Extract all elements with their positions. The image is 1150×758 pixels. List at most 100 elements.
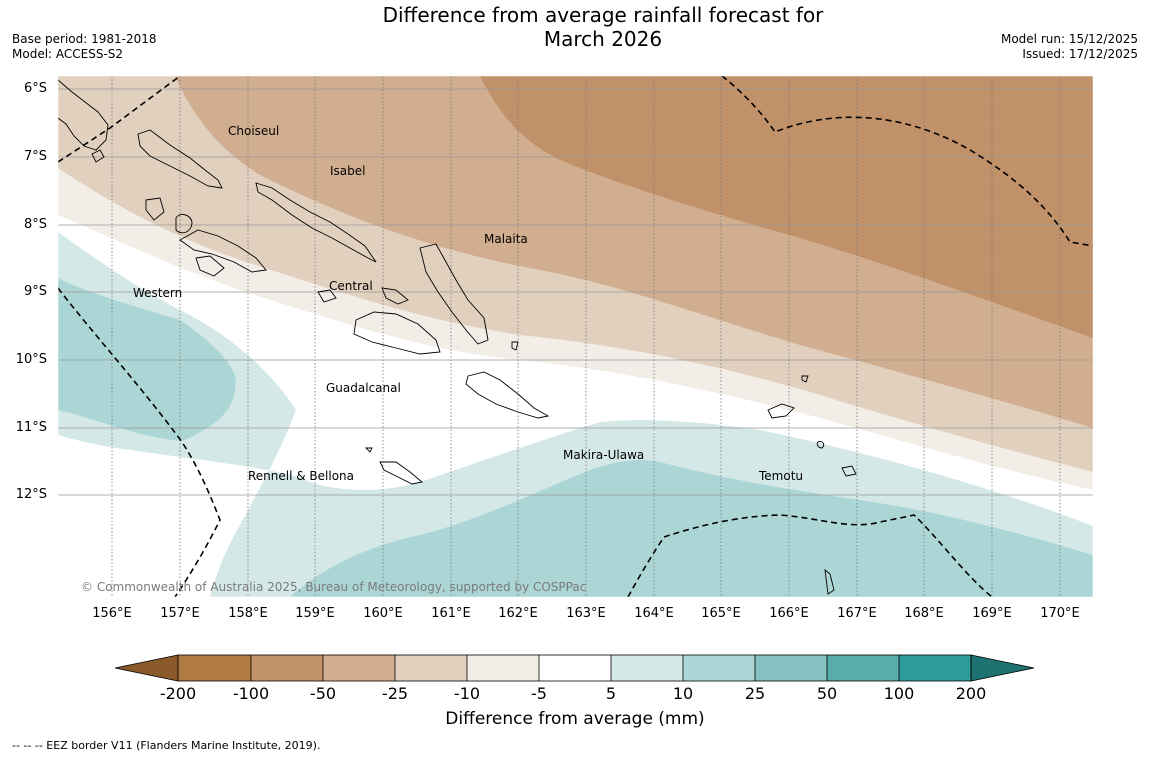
island-vanikoro [841, 465, 857, 477]
lat-label-8S: 8°S [23, 217, 47, 232]
model-run: Model run: 15/12/2025 [1000, 32, 1138, 46]
island-florida [317, 289, 337, 303]
island-malaita [419, 243, 489, 345]
colorbar-swatch-9 [755, 655, 827, 681]
map-area [58, 76, 1093, 597]
lat-gridlines [58, 88, 1093, 496]
meta-left: Base period: 1981-2018 Model: ACCESS-S2 [12, 32, 157, 62]
island-new-georgia [179, 229, 267, 273]
island-tikopia [824, 568, 835, 595]
coastlines [58, 79, 857, 595]
meta-right: Model run: 15/12/2025 Issued: 17/12/2025 [1001, 32, 1138, 62]
colorbar-tick-12: 200 [955, 684, 987, 703]
island-vella [145, 197, 165, 221]
island-makira [465, 371, 550, 419]
lon-label-170E: 170°E [1040, 606, 1080, 621]
band-plus-10-west [58, 278, 236, 441]
lon-label-162E: 162°E [498, 606, 538, 621]
eez-footnote: -- -- -- EEZ border V11 (Flanders Marine… [12, 739, 321, 752]
colorbar-swatch-3 [323, 655, 395, 681]
colorbar-swatch-11 [899, 655, 971, 681]
map-frame [57, 75, 1094, 598]
band-minus-50 [480, 76, 1093, 338]
place-choiseul: Choiseul [228, 124, 280, 138]
island-ulawa [511, 341, 519, 351]
colorbar-tick-7: 5 [605, 684, 617, 703]
colorbar-swatch-6 [539, 655, 611, 681]
place-isabel: Isabel [330, 164, 366, 178]
place-central: Central [329, 279, 373, 293]
island-santa-cruz [767, 403, 795, 419]
colorbar-swatch-5 [467, 655, 539, 681]
colorbar-title: Difference from average (mm) [445, 709, 705, 729]
colorbar-tick-10: 50 [816, 684, 838, 703]
model-name: Model: ACCESS-S2 [12, 47, 124, 61]
island-bougainville [58, 79, 109, 151]
place-guadalcanal: Guadalcanal [326, 381, 401, 395]
lon-label-167E: 167°E [837, 606, 877, 621]
title-line-1: Difference from average rainfall forecas… [382, 3, 824, 27]
colorbar-tick-5: -10 [453, 684, 481, 703]
eez-border-northwest [58, 76, 181, 163]
place-malaita: Malaita [484, 232, 528, 246]
lat-label-7S: 7°S [23, 149, 47, 164]
place-rennell-bellona: Rennell & Bellona [248, 469, 355, 483]
title-line-2: March 2026 [543, 27, 663, 51]
lon-label-156E: 156°E [92, 606, 132, 621]
colorbar-swatch-2 [251, 655, 323, 681]
colorbar-tick-2: -100 [232, 684, 270, 703]
lat-label-11S: 11°S [15, 420, 47, 435]
lon-label-165E: 165°E [701, 606, 741, 621]
copyright-notice: © Commonwealth of Australia 2025, Bureau… [81, 580, 587, 594]
lon-label-160E: 160°E [363, 606, 403, 621]
colorbar-tick-4: -25 [381, 684, 409, 703]
place-western: Western [133, 286, 183, 300]
colorbar-tick-8: 10 [672, 684, 694, 703]
colorbar-dividers [250, 655, 900, 681]
lat-label-12S: 12°S [15, 487, 47, 502]
lon-label-164E: 164°E [634, 606, 674, 621]
colorbar-swatch-10 [827, 655, 899, 681]
lon-label-157E: 157°E [160, 606, 200, 621]
eez-borders [58, 76, 1093, 597]
colorbar-tick-3: -50 [309, 684, 337, 703]
colorbar-extend-low [114, 654, 179, 682]
lon-gridlines [111, 76, 1061, 597]
island-utupua [816, 441, 825, 449]
lon-label-168E: 168°E [904, 606, 944, 621]
lat-label-9S: 9°S [23, 284, 47, 299]
issued-date: Issued: 17/12/2025 [1022, 47, 1138, 61]
lon-label-159E: 159°E [295, 606, 335, 621]
band-plus-10-east [290, 460, 1093, 597]
colorbar-swatch-1 [178, 655, 251, 681]
island-rennell [379, 461, 424, 485]
colorbar-tick-6: -5 [531, 684, 547, 703]
colorbar [114, 654, 1035, 682]
colorbar-outline [177, 654, 972, 682]
island-kolombangara [175, 214, 193, 234]
lon-label-169E: 169°E [972, 606, 1012, 621]
eez-border-northeast [721, 76, 1093, 247]
island-choiseul [137, 129, 223, 189]
lat-label-6S: 6°S [23, 81, 47, 96]
lon-label-166E: 166°E [769, 606, 809, 621]
island-rendova [195, 255, 225, 277]
colorbar-tick-9: 25 [744, 684, 766, 703]
island-russell [381, 287, 409, 305]
lon-label-163E: 163°E [566, 606, 606, 621]
place-makira-ulawa: Makira-Ulawa [563, 448, 645, 462]
colorbar-tick-1: -200 [159, 684, 197, 703]
colorbar-swatch-7 [611, 655, 683, 681]
island-reef [801, 375, 809, 383]
lat-label-10S: 10°S [15, 352, 47, 367]
colorbar-swatch-8 [683, 655, 755, 681]
island-bellona [364, 447, 373, 453]
lon-label-158E: 158°E [228, 606, 268, 621]
island-shortland [91, 149, 105, 163]
colorbar-tick-11: 100 [883, 684, 915, 703]
island-guadalcanal [353, 311, 441, 355]
chart-title: Difference from average rainfall forecas… [300, 3, 906, 51]
base-period: Base period: 1981-2018 [12, 32, 157, 46]
colorbar-extend-high [970, 654, 1035, 682]
